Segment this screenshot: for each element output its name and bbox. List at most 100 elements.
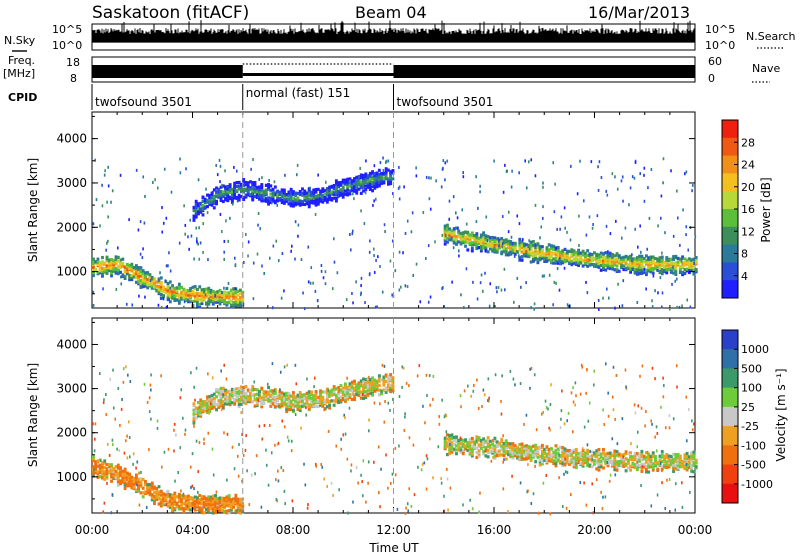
noise-echo bbox=[212, 190, 214, 194]
echo-cell bbox=[645, 258, 648, 262]
echo-cell bbox=[577, 251, 581, 256]
echo-cell bbox=[260, 405, 264, 409]
echo-cell bbox=[94, 470, 98, 475]
echo-cell bbox=[448, 238, 452, 242]
echo-cell bbox=[663, 459, 666, 463]
echo-cell bbox=[692, 264, 696, 268]
echo-cell bbox=[157, 277, 161, 281]
noise-echo bbox=[196, 239, 198, 243]
nave-label: Nave bbox=[752, 62, 780, 75]
echo-cell bbox=[103, 269, 107, 273]
echo-cell bbox=[237, 393, 241, 398]
echo-cell bbox=[193, 299, 197, 303]
echo-cell bbox=[624, 457, 628, 461]
freq-label: Freq. bbox=[8, 54, 35, 67]
echo-cell bbox=[114, 469, 118, 473]
echo-cell bbox=[446, 437, 449, 441]
echo-cell bbox=[681, 264, 685, 269]
echo-cell bbox=[287, 193, 291, 197]
noise-echo bbox=[606, 193, 609, 197]
echo-cell bbox=[92, 456, 95, 461]
echo-cell bbox=[346, 180, 350, 184]
noise-echo bbox=[164, 279, 167, 283]
echo-cell bbox=[296, 191, 300, 196]
echo-cell bbox=[316, 197, 320, 201]
echo-cell bbox=[307, 199, 311, 203]
echo-cell bbox=[446, 228, 449, 232]
echo-cell bbox=[520, 446, 524, 450]
noise-echo bbox=[398, 165, 400, 169]
echo-cell bbox=[353, 181, 356, 185]
echo-cell bbox=[638, 254, 642, 258]
echo-cell bbox=[237, 184, 241, 188]
echo-cell bbox=[291, 202, 295, 206]
echo-cell bbox=[209, 505, 213, 509]
noise-echo bbox=[462, 171, 465, 175]
noise-echo bbox=[477, 206, 479, 210]
echo-cell bbox=[341, 390, 345, 394]
echo-cell bbox=[191, 300, 195, 304]
echo-cell bbox=[146, 277, 150, 281]
echo-cell bbox=[305, 398, 309, 402]
echo-cell bbox=[461, 238, 465, 243]
echo-cell bbox=[236, 297, 240, 301]
echo-cell bbox=[570, 460, 574, 465]
echo-cell bbox=[196, 503, 199, 507]
echo-cell bbox=[518, 450, 522, 454]
echo-cell bbox=[334, 181, 338, 185]
echo-cell bbox=[635, 465, 639, 469]
echo-cell bbox=[617, 254, 621, 258]
echo-cell bbox=[119, 470, 122, 474]
noise-echo bbox=[412, 273, 415, 277]
noise-echo bbox=[320, 269, 323, 273]
echo-cell bbox=[337, 181, 341, 185]
echo-cell bbox=[212, 201, 216, 205]
noise-echo bbox=[360, 276, 363, 280]
echo-cell bbox=[196, 292, 199, 296]
echo-cell bbox=[218, 294, 222, 298]
echo-cell bbox=[570, 248, 574, 252]
echo-cell bbox=[656, 467, 660, 471]
echo-cell bbox=[206, 198, 209, 203]
noise-echo bbox=[694, 235, 697, 239]
echo-cell bbox=[457, 448, 461, 452]
echo-cell bbox=[197, 203, 200, 208]
echo-cell bbox=[323, 390, 327, 394]
echo-cell bbox=[443, 238, 447, 243]
echo-cell bbox=[202, 293, 206, 297]
noise-echo bbox=[152, 180, 154, 184]
noise-echo bbox=[215, 163, 217, 167]
echo-cell bbox=[119, 260, 122, 264]
echo-cell bbox=[520, 456, 524, 460]
echo-cell bbox=[267, 396, 270, 401]
echo-cell bbox=[166, 489, 170, 494]
echo-cell bbox=[685, 267, 689, 271]
echo-cell bbox=[319, 189, 322, 193]
echo-cell bbox=[148, 483, 152, 487]
echo-cell bbox=[319, 393, 322, 397]
echo-cell bbox=[473, 233, 477, 238]
echo-cell bbox=[191, 293, 195, 297]
echo-cell bbox=[269, 192, 273, 196]
echo-cell bbox=[235, 398, 239, 403]
noise-echo bbox=[227, 239, 230, 243]
echo-cell bbox=[597, 461, 601, 466]
echo-cell bbox=[146, 490, 150, 494]
echo-cell bbox=[590, 464, 594, 469]
echo-cell bbox=[382, 171, 386, 176]
echo-cell bbox=[479, 443, 483, 447]
echo-cell bbox=[620, 256, 623, 260]
noise-echo bbox=[476, 297, 479, 301]
echo-cell bbox=[334, 396, 338, 400]
noise-echo bbox=[513, 254, 516, 258]
echo-cell bbox=[482, 241, 486, 245]
echo-cell bbox=[651, 271, 655, 275]
echo-cell bbox=[615, 257, 619, 261]
noise-echo bbox=[392, 192, 394, 196]
echo-cell bbox=[520, 450, 524, 455]
noise-echo bbox=[234, 287, 237, 291]
echo-cell bbox=[107, 470, 111, 474]
noise-echo bbox=[195, 226, 198, 230]
echo-cell bbox=[242, 180, 246, 184]
cpid-segment-label: twofsound 3501 bbox=[397, 95, 494, 109]
